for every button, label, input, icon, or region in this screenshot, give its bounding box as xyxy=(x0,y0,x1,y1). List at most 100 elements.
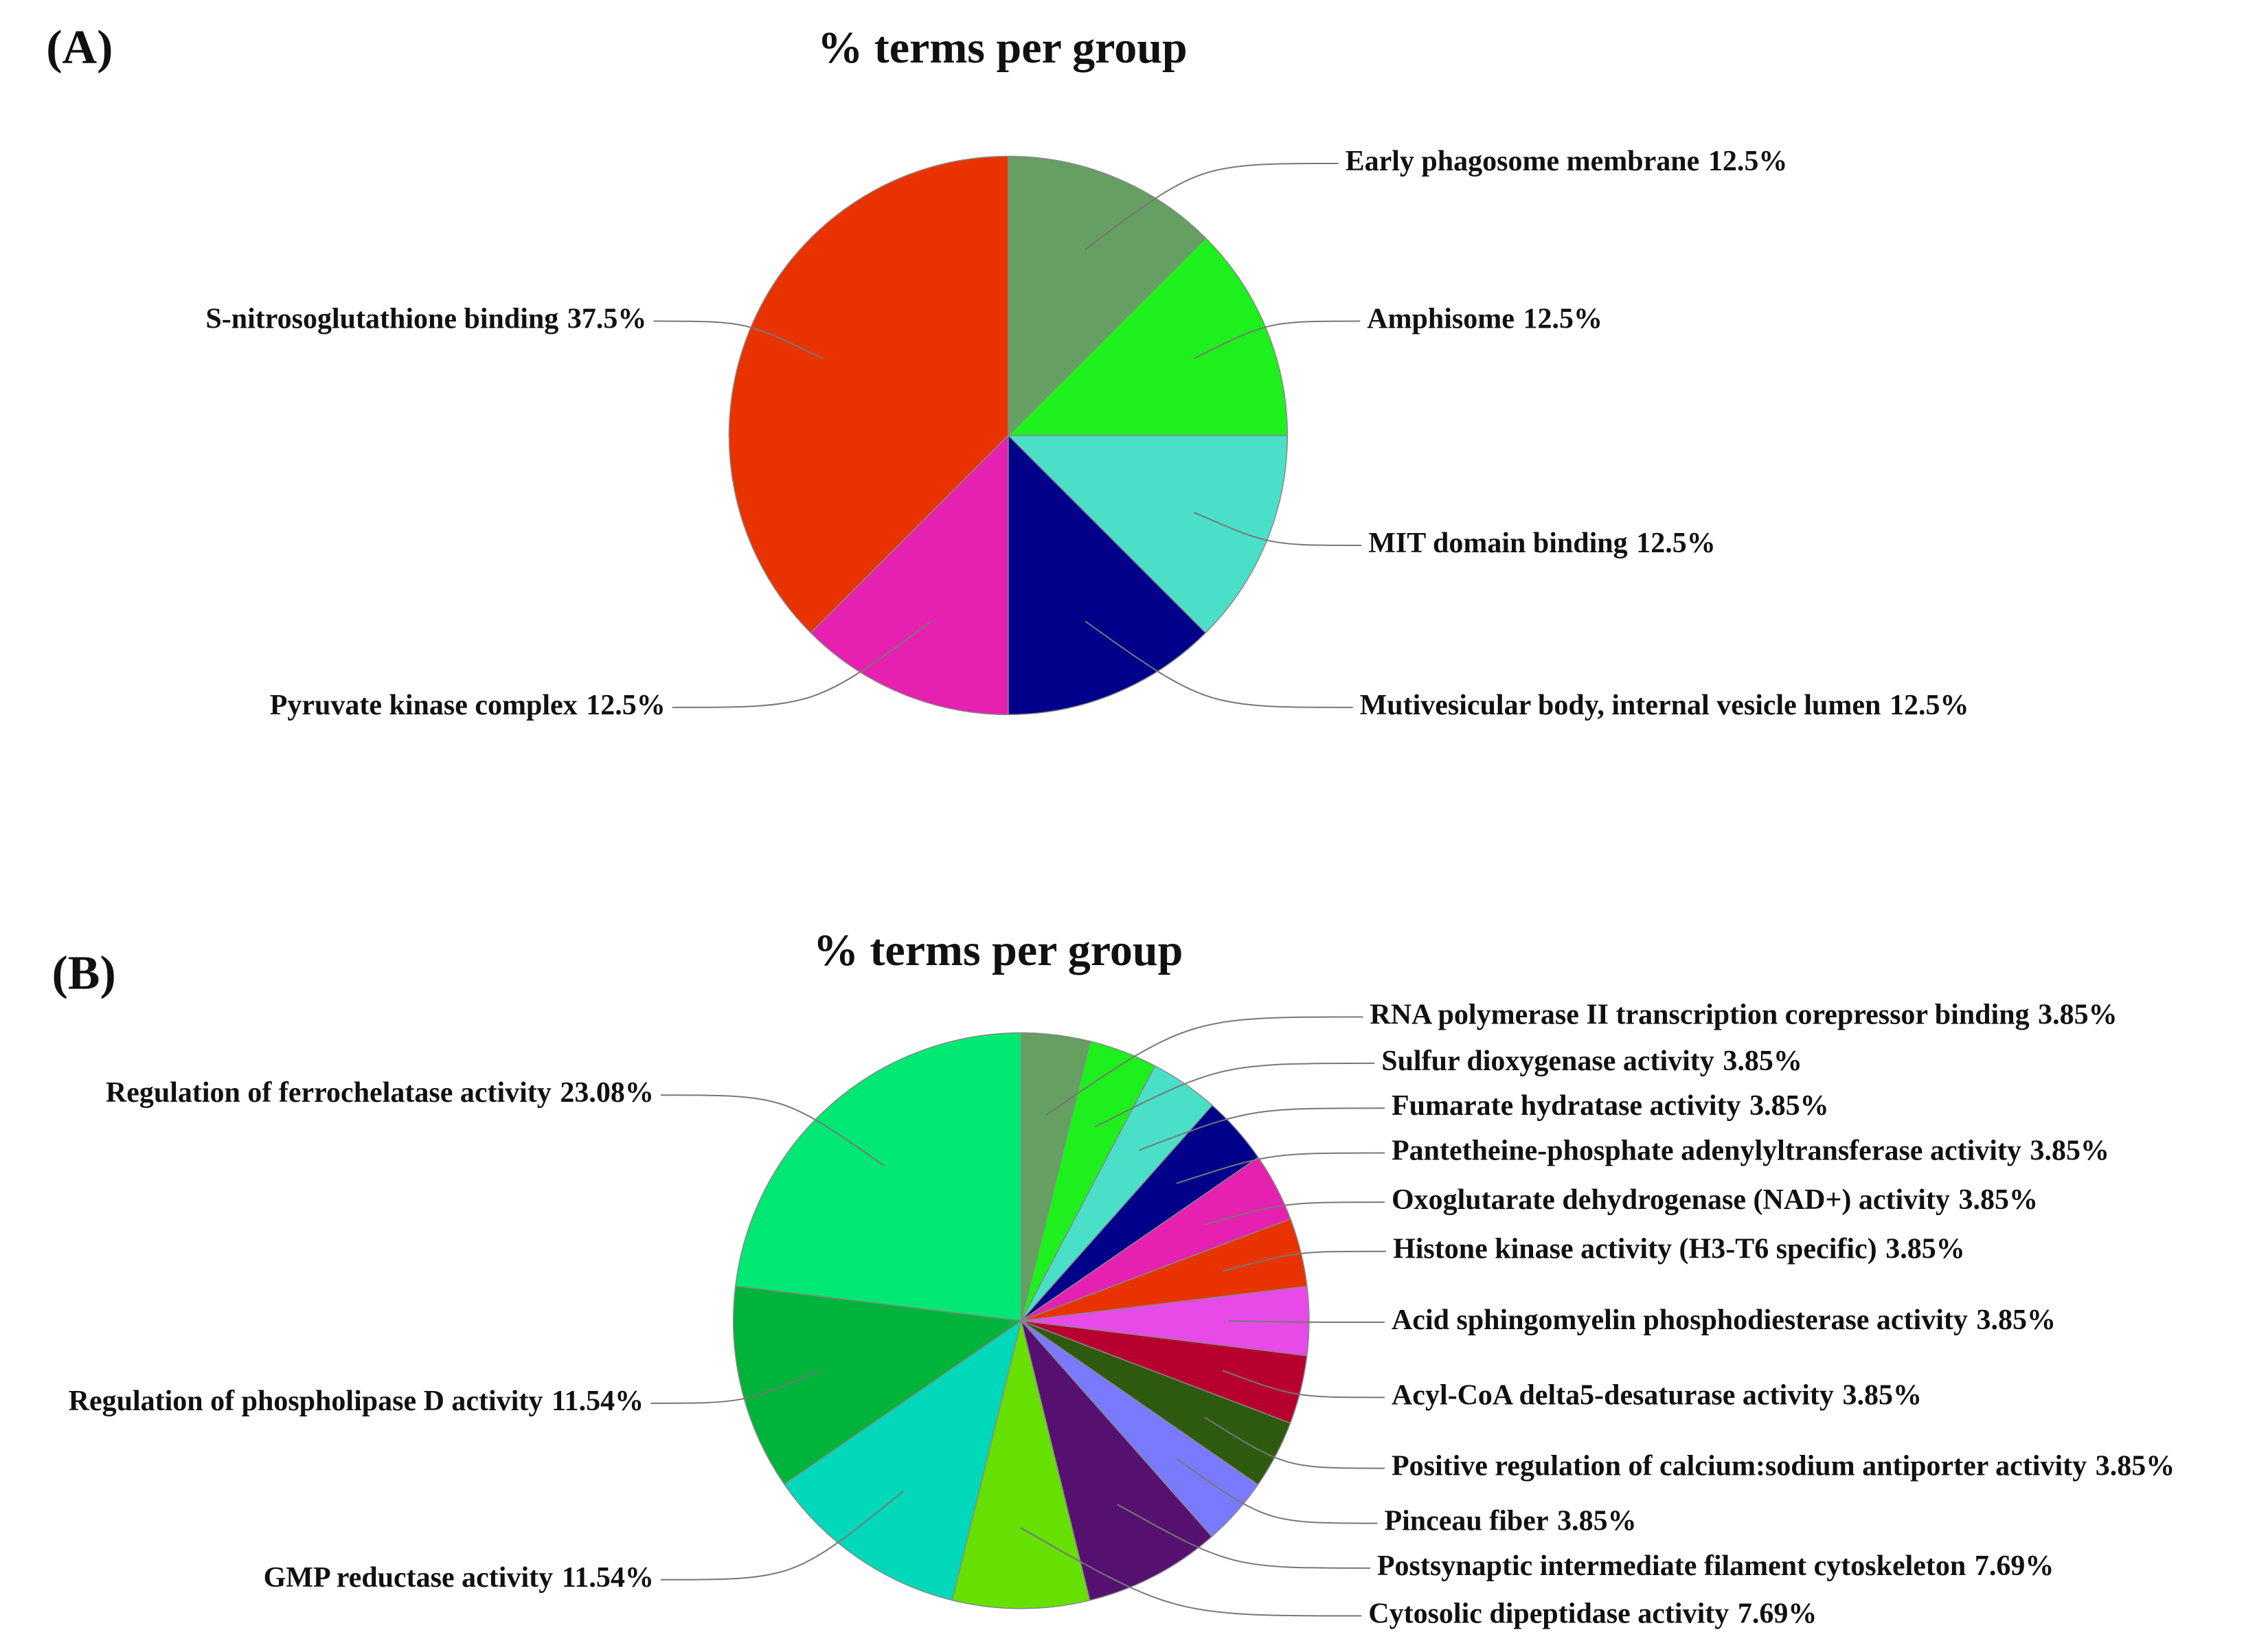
slice-label: Acyl-CoA delta5-desaturase activity 3.85% xyxy=(1392,1379,1922,1411)
slice-value: 3.85% xyxy=(1723,1045,1802,1077)
slice-label: Pantetheine-phosphate adenylyltransferas… xyxy=(1392,1135,2109,1166)
pie-slice xyxy=(1007,237,1289,436)
pie-slice xyxy=(810,434,1009,716)
slice-label: Cytosolic dipeptidase activity 7.69% xyxy=(1368,1598,1817,1629)
slice-name: Pyruvate kinase complex xyxy=(270,689,578,721)
slice-label: Oxoglutarate dehydrogenase (NAD+) activi… xyxy=(1392,1184,2038,1216)
leader-line xyxy=(1085,620,1353,708)
slice-value: 37.5% xyxy=(567,303,647,335)
panel-label: (B) xyxy=(52,947,115,1000)
pie-chart: (B) % terms per group RNA polymerase II tr… xyxy=(52,925,2175,1629)
slice-label: Positive regulation of calcium:sodium an… xyxy=(1392,1450,2175,1482)
pie-slice xyxy=(728,155,1009,634)
slice-value: 3.85% xyxy=(2038,999,2118,1030)
slice-name: MIT domain binding xyxy=(1368,528,1627,559)
slice-name: Early phagosome membrane xyxy=(1346,146,1700,177)
slice-value: 3.85% xyxy=(2096,1450,2175,1482)
panel-label: (A) xyxy=(46,21,113,74)
slice-value: 3.85% xyxy=(1749,1090,1829,1122)
slice-name: Fumarate hydratase activity xyxy=(1392,1090,1741,1122)
slice-name: Positive regulation of calcium:sodium an… xyxy=(1392,1450,2087,1482)
leader-line xyxy=(1193,511,1362,546)
leader-line xyxy=(1204,1416,1385,1469)
leader-line xyxy=(1085,162,1339,251)
pie-slice xyxy=(732,1285,1023,1485)
slice-label: Histone kinase activity (H3-T6 specific)… xyxy=(1393,1233,1965,1265)
slice-label: Fumarate hydratase activity 3.85% xyxy=(1392,1090,1829,1122)
slice-value: 3.85% xyxy=(1958,1184,2038,1216)
slice-value: 11.54% xyxy=(562,1561,654,1593)
slice-value: 7.69% xyxy=(1738,1598,1817,1629)
leader-line xyxy=(1193,320,1361,359)
pie-slice xyxy=(783,1320,1023,1601)
slice-label: Amphisome 12.5% xyxy=(1367,303,1602,335)
pie-slice xyxy=(1008,434,1207,716)
slice-value: 12.5% xyxy=(1523,303,1602,335)
slice-value: 7.69% xyxy=(1975,1550,2054,1582)
slice-name: Oxoglutarate dehydrogenase (NAD+) activi… xyxy=(1392,1184,1950,1216)
slice-label: RNA polymerase II transcription corepres… xyxy=(1370,999,2117,1030)
slice-label: Regulation of phospholipase D activity 11… xyxy=(69,1385,644,1416)
leader-line xyxy=(1045,1016,1363,1116)
slice-label: Postsynaptic intermediate filament cytos… xyxy=(1377,1550,2054,1582)
slice-name: S-nitrosoglutathione binding xyxy=(205,303,558,335)
leader-line xyxy=(1176,1152,1385,1184)
pie-slice xyxy=(734,1032,1022,1322)
slice-label: Sulfur dioxygenase activity 3.85% xyxy=(1381,1045,1802,1077)
slice-name: Sulfur dioxygenase activity xyxy=(1381,1045,1714,1077)
slice-label: Mutivesicular body, internal vesicle lum… xyxy=(1360,689,1969,721)
leader-line xyxy=(653,320,823,359)
slice-name: Pinceau fiber xyxy=(1384,1505,1548,1537)
slice-name: Histone kinase activity (H3-T6 specific) xyxy=(1393,1233,1877,1265)
leader-line xyxy=(1204,1201,1385,1225)
chart-title: % terms per group xyxy=(813,925,1183,975)
slice-name: Acid sphingomyelin phosphodiesterase act… xyxy=(1392,1304,1968,1336)
slice-name: GMP reductase activity xyxy=(264,1561,553,1593)
slice-value: 3.85% xyxy=(2030,1135,2110,1166)
slice-value: 3.85% xyxy=(1976,1304,2056,1336)
slice-label: MIT domain binding 12.5% xyxy=(1368,528,1715,559)
leader-line xyxy=(650,1369,821,1404)
slice-name: Postsynaptic intermediate filament cytos… xyxy=(1377,1550,1966,1582)
pie-slice xyxy=(1007,435,1289,634)
slice-label: S-nitrosoglutathione binding 37.5% xyxy=(205,303,646,335)
slice-value: 12.5% xyxy=(1636,528,1716,559)
slice-value: 11.54% xyxy=(552,1385,644,1416)
leader-line xyxy=(660,1491,904,1581)
slice-value: 3.85% xyxy=(1557,1505,1637,1537)
leader-line xyxy=(1222,1370,1385,1399)
slice-value: 3.85% xyxy=(1885,1233,1965,1265)
slice-label: Early phagosome membrane 12.5% xyxy=(1346,146,1788,177)
chart-title: % terms per group xyxy=(817,23,1187,73)
slice-name: Amphisome xyxy=(1367,303,1515,335)
slice-label: Pinceau fiber 3.85% xyxy=(1384,1505,1636,1537)
leader-line xyxy=(1138,1107,1385,1151)
slice-value: 12.5% xyxy=(1708,146,1788,177)
pie-slice xyxy=(951,1320,1091,1609)
slice-label: Regulation of ferrochelatase activity 23.… xyxy=(106,1077,654,1109)
slice-name: RNA polymerase II transcription corepres… xyxy=(1370,999,2029,1030)
slice-name: Acyl-CoA delta5-desaturase activity xyxy=(1392,1379,1834,1411)
leader-line xyxy=(672,620,932,708)
slice-value: 3.85% xyxy=(1842,1379,1922,1411)
leader-line xyxy=(660,1094,885,1166)
slice-name: Mutivesicular body, internal vesicle lum… xyxy=(1360,689,1881,721)
slice-name: Cytosolic dipeptidase activity xyxy=(1368,1598,1729,1629)
slice-value: 23.08% xyxy=(560,1077,654,1109)
pie-chart: (A) % terms per group Early phagosome memb… xyxy=(46,21,1969,721)
leader-line xyxy=(1021,1527,1362,1617)
leader-line xyxy=(1175,1458,1378,1524)
leader-line xyxy=(1228,1320,1385,1323)
leader-line xyxy=(1117,1504,1370,1569)
slice-name: Regulation of ferrochelatase activity xyxy=(106,1077,552,1109)
slice-value: 12.5% xyxy=(1890,689,1969,721)
pie-slice xyxy=(1008,155,1207,437)
slice-name: Regulation of phospholipase D activity xyxy=(69,1385,543,1416)
slice-label: GMP reductase activity 11.54% xyxy=(264,1561,654,1593)
slice-value: 12.5% xyxy=(586,689,666,721)
leader-line xyxy=(1094,1062,1375,1128)
slice-name: Pantetheine-phosphate adenylyltransferas… xyxy=(1392,1135,2021,1166)
slice-label: Acid sphingomyelin phosphodiesterase act… xyxy=(1392,1304,2056,1336)
slice-label: Pyruvate kinase complex 12.5% xyxy=(270,689,666,721)
